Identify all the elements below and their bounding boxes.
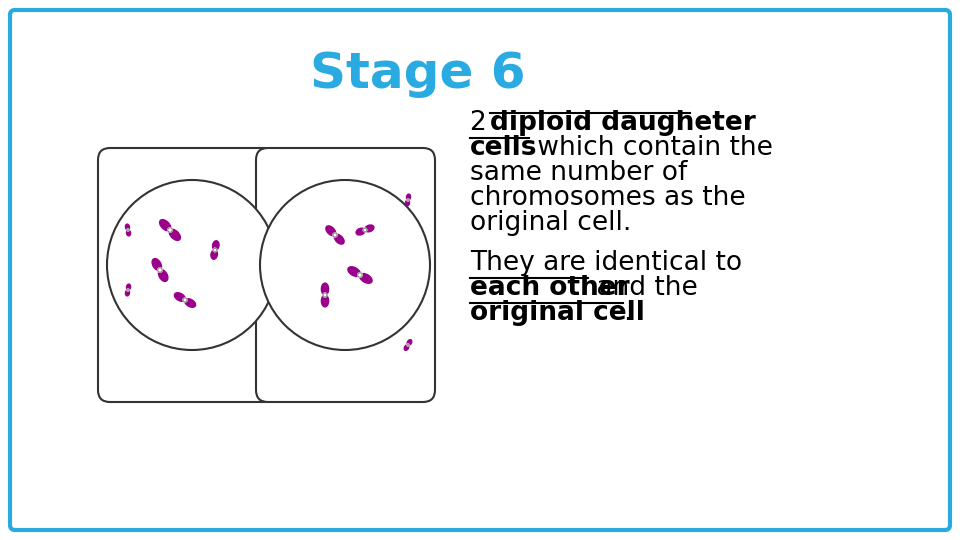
Text: and the: and the [588, 275, 698, 301]
Circle shape [183, 298, 187, 302]
Ellipse shape [325, 226, 336, 236]
Circle shape [358, 273, 362, 277]
Circle shape [260, 180, 430, 350]
Text: same number of: same number of [470, 160, 687, 186]
Ellipse shape [159, 220, 171, 231]
Ellipse shape [127, 284, 131, 290]
Text: diploid daugheter: diploid daugheter [490, 110, 756, 136]
Ellipse shape [405, 200, 410, 206]
Text: .: . [623, 300, 632, 326]
Ellipse shape [126, 290, 130, 296]
Text: original cell: original cell [470, 300, 645, 326]
Circle shape [407, 344, 409, 346]
Ellipse shape [152, 259, 161, 271]
Text: Stage 6: Stage 6 [310, 50, 525, 98]
Text: original cell.: original cell. [470, 210, 632, 236]
Ellipse shape [348, 267, 360, 276]
FancyBboxPatch shape [256, 148, 435, 402]
Ellipse shape [175, 293, 185, 301]
Ellipse shape [404, 345, 409, 350]
Ellipse shape [407, 340, 412, 345]
Text: 2: 2 [470, 110, 495, 136]
Ellipse shape [127, 230, 131, 236]
Text: chromosomes as the: chromosomes as the [470, 185, 746, 211]
Ellipse shape [334, 234, 344, 244]
Ellipse shape [169, 229, 180, 240]
Ellipse shape [322, 283, 328, 295]
Circle shape [127, 289, 130, 291]
Circle shape [127, 229, 130, 231]
Text: which contain the: which contain the [529, 135, 773, 161]
Circle shape [323, 293, 327, 297]
Circle shape [407, 199, 409, 201]
Ellipse shape [356, 228, 365, 235]
FancyBboxPatch shape [98, 148, 277, 402]
Ellipse shape [184, 299, 196, 307]
Ellipse shape [360, 274, 372, 284]
Ellipse shape [212, 241, 219, 250]
Circle shape [213, 248, 217, 252]
Circle shape [168, 228, 172, 232]
Circle shape [107, 180, 277, 350]
Ellipse shape [365, 225, 374, 232]
Ellipse shape [158, 269, 168, 281]
Ellipse shape [406, 194, 411, 200]
Circle shape [157, 268, 162, 272]
Text: cells: cells [470, 135, 538, 161]
Ellipse shape [211, 250, 218, 259]
FancyBboxPatch shape [10, 10, 950, 530]
Ellipse shape [322, 295, 328, 307]
Text: each other: each other [470, 275, 630, 301]
Ellipse shape [126, 224, 130, 230]
Text: They are identical to: They are identical to [470, 250, 742, 276]
Circle shape [363, 228, 367, 232]
Circle shape [333, 233, 337, 237]
